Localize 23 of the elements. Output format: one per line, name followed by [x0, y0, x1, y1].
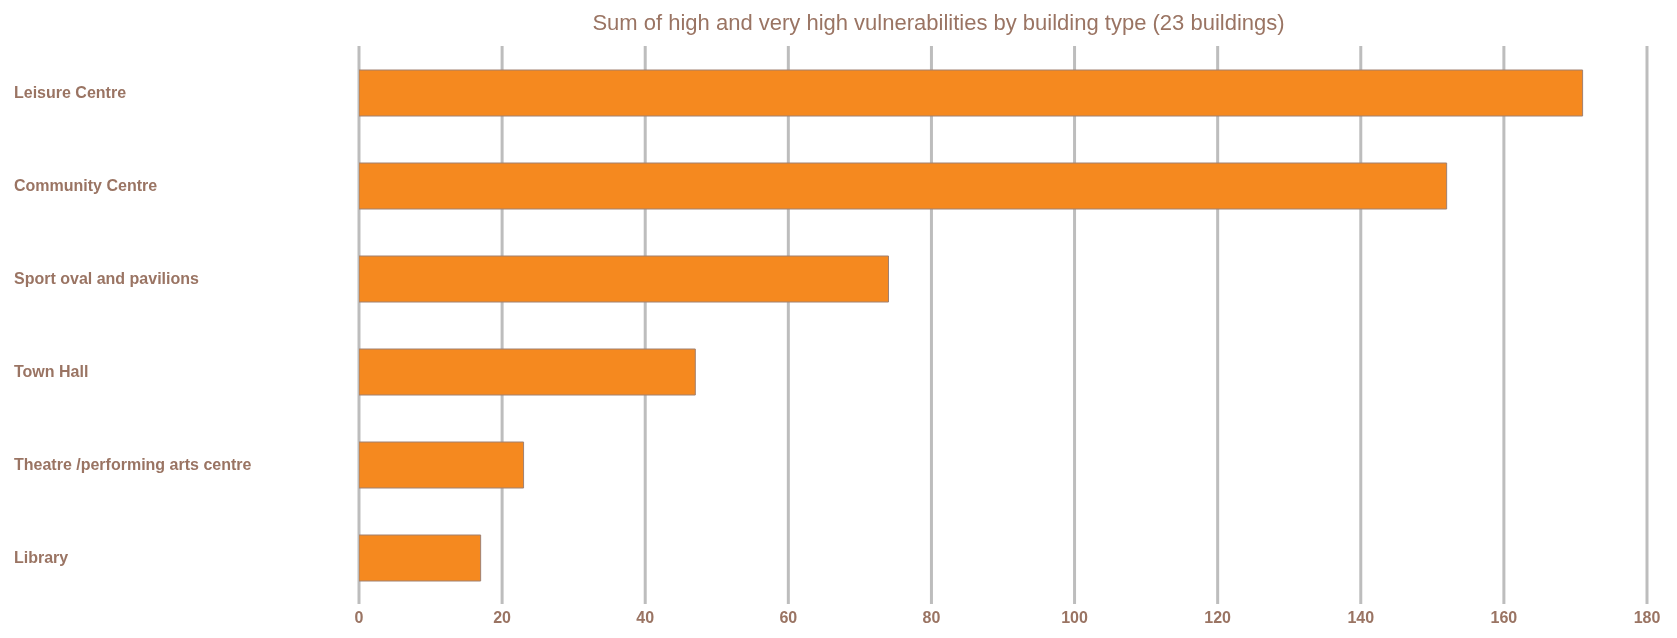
x-tick-label: 40 [636, 609, 655, 627]
bar [359, 534, 482, 582]
bar [359, 69, 1584, 117]
y-tick-label: Library [14, 548, 69, 566]
x-tick-label: 0 [354, 609, 364, 627]
bar [359, 441, 525, 489]
y-tick-label: Sport oval and pavilions [14, 269, 200, 287]
bar [359, 162, 1448, 210]
x-tick-label: 160 [1490, 609, 1518, 627]
y-tick-label: Town Hall [14, 362, 89, 380]
chart-title: Sum of high and very high vulnerabilities by building type (23 buildings) [591, 9, 1286, 37]
x-tick-label: 80 [922, 609, 941, 627]
y-tick-label: Theatre /performing arts centre [14, 455, 252, 473]
bar [359, 348, 696, 396]
x-tick-label: 180 [1633, 609, 1661, 627]
x-tick-label: 120 [1204, 609, 1232, 627]
x-tick-label: 20 [493, 609, 512, 627]
y-tick-label: Community Centre [14, 176, 158, 194]
x-tick-label: 60 [779, 609, 798, 627]
bar [359, 255, 890, 303]
x-tick-label: 100 [1061, 609, 1088, 627]
x-tick-label: 140 [1347, 609, 1375, 627]
y-tick-label: Leisure Centre [14, 83, 127, 101]
